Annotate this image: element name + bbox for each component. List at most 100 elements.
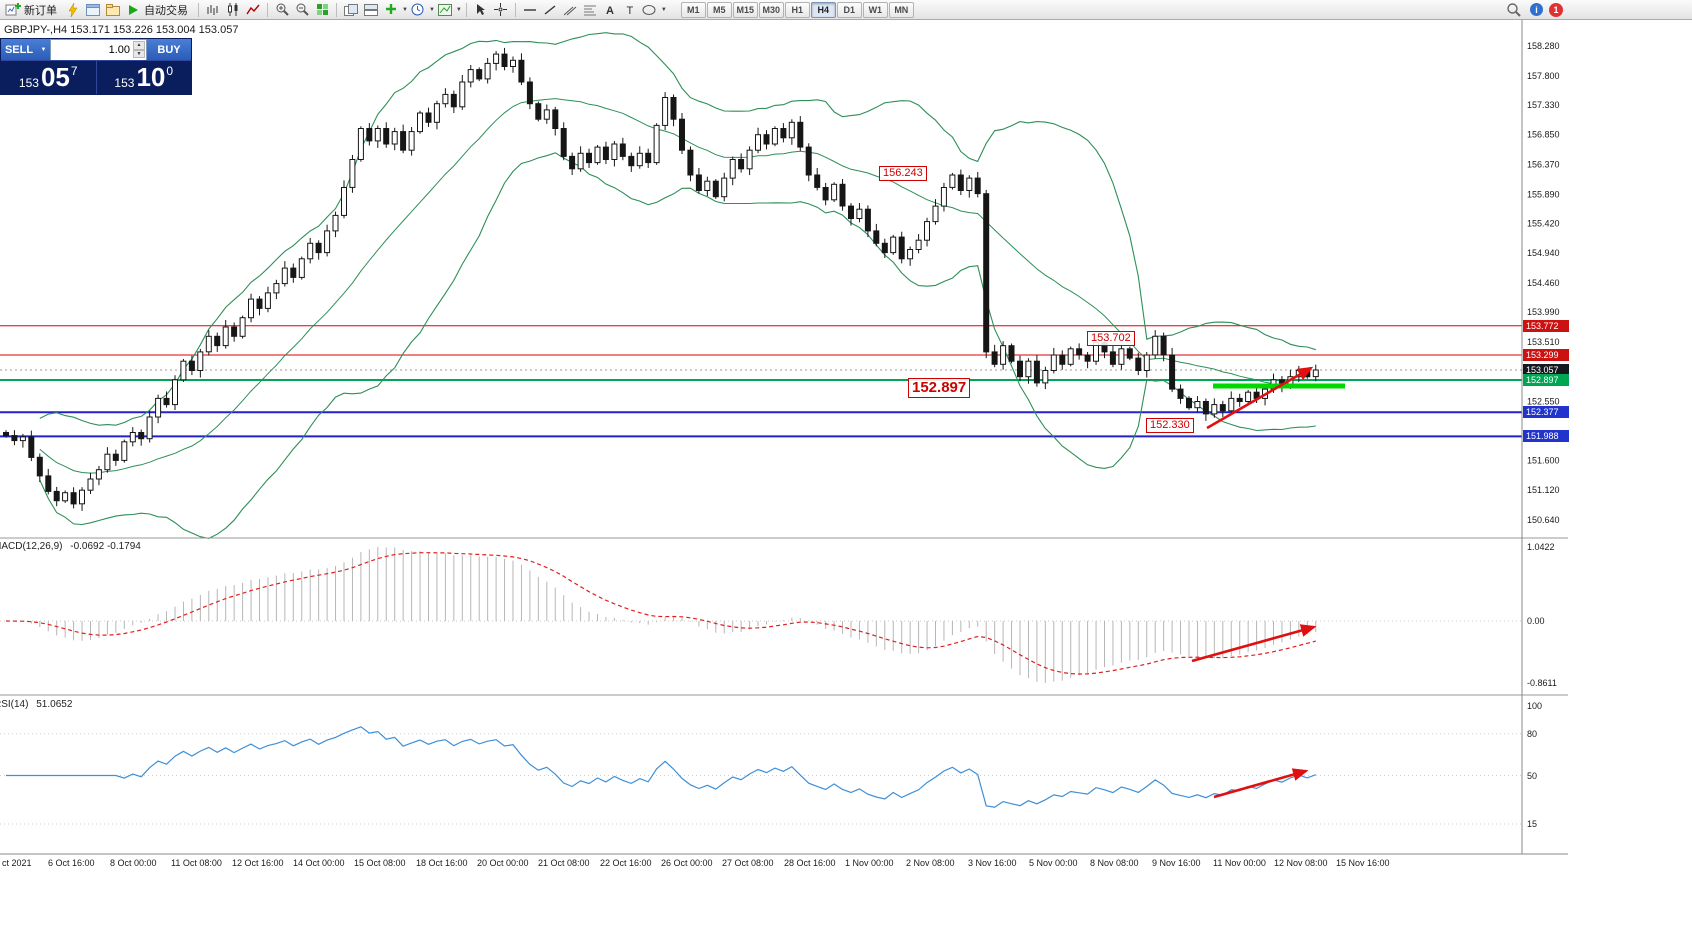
- svg-text:1.0422: 1.0422: [1527, 542, 1555, 552]
- period-caret[interactable]: ▼: [428, 6, 435, 13]
- volume-decrease-button[interactable]: ▼: [133, 49, 145, 58]
- new-order-icon[interactable]: [3, 1, 23, 18]
- svg-text:0.00: 0.00: [1527, 616, 1545, 626]
- autotrade-label[interactable]: 自动交易: [144, 4, 188, 17]
- price-marker-152.897: 152.897: [1523, 374, 1569, 386]
- shapes-tool-icon[interactable]: [640, 1, 660, 18]
- svg-text:157.330: 157.330: [1527, 100, 1560, 110]
- bar-chart-icon[interactable]: [203, 1, 223, 18]
- buy-price-pips: 10: [136, 62, 166, 92]
- chat-icon[interactable]: i: [1530, 3, 1543, 16]
- svg-text:100: 100: [1527, 701, 1542, 711]
- buy-button[interactable]: BUY: [147, 39, 191, 60]
- line-chart-icon[interactable]: [243, 1, 263, 18]
- template-caret[interactable]: ▼: [455, 6, 462, 13]
- macd-name: MACD(12,26,9): [0, 541, 63, 552]
- timeframe-H1[interactable]: H1: [784, 1, 810, 18]
- tile-windows-icon[interactable]: [312, 1, 332, 18]
- svg-text:5 Nov 00:00: 5 Nov 00:00: [1029, 858, 1078, 868]
- cascade-windows-icon[interactable]: [341, 1, 361, 18]
- label-tool-icon[interactable]: T: [620, 1, 640, 18]
- svg-text:151.120: 151.120: [1527, 485, 1560, 495]
- macd-signal-line: [5, 552, 1316, 675]
- template-icon[interactable]: [435, 1, 455, 18]
- macd-histogram: [13, 547, 1317, 683]
- sell-price-display[interactable]: 153 05 7: [1, 61, 96, 94]
- cursor-icon[interactable]: [471, 1, 491, 18]
- svg-text:158.280: 158.280: [1527, 41, 1560, 51]
- chart-window-icon[interactable]: [83, 1, 103, 18]
- notification-badge[interactable]: 1: [1549, 2, 1563, 17]
- buy-price-whole: 153: [114, 76, 135, 90]
- lightning-icon[interactable]: [63, 1, 83, 18]
- svg-text:15 Oct 08:00: 15 Oct 08:00: [354, 858, 406, 868]
- zoom-out-icon[interactable]: [292, 1, 312, 18]
- rsi-name: RSI(14): [0, 699, 29, 710]
- svg-text:8 Nov 08:00: 8 Nov 08:00: [1090, 858, 1139, 868]
- chart-ohlc-header: GBPJPY-,H4 153.171 153.226 153.004 153.0…: [4, 24, 239, 36]
- timeframe-MN[interactable]: MN: [888, 1, 914, 18]
- sell-price-point: 7: [70, 64, 78, 78]
- profiles-icon[interactable]: [103, 1, 123, 18]
- svg-text:15: 15: [1527, 819, 1537, 829]
- timeframe-M15[interactable]: M15: [732, 1, 758, 18]
- trend-arrows[interactable]: [1191, 366, 1317, 799]
- timeframe-M5[interactable]: M5: [706, 1, 732, 18]
- price-axis[interactable]: 158.280 157.800 157.330 156.850 156.370 155.8…: [1527, 41, 1560, 829]
- timeframe-D1[interactable]: D1: [836, 1, 862, 18]
- timeframe-H4[interactable]: H4: [810, 1, 836, 18]
- candlestick-chart-icon[interactable]: [223, 1, 243, 18]
- price-marker-152.377: 152.377: [1523, 406, 1569, 418]
- fibonacci-tool-icon[interactable]: [580, 1, 600, 18]
- volume-spinner: ▲ ▼: [133, 41, 145, 58]
- timeframe-M30[interactable]: M30: [758, 1, 784, 18]
- svg-text:8 Oct 00:00: 8 Oct 00:00: [110, 858, 157, 868]
- horizontal-line-tool-icon[interactable]: [520, 1, 540, 18]
- trendline-tool-icon[interactable]: [540, 1, 560, 18]
- chart-text-label-153.702[interactable]: 153.702: [1087, 331, 1135, 346]
- text-tool-icon[interactable]: A: [600, 1, 620, 18]
- timeframe-W1[interactable]: W1: [862, 1, 888, 18]
- svg-text:50: 50: [1527, 771, 1537, 781]
- svg-text:T: T: [626, 5, 633, 16]
- chart-text-label-152.897[interactable]: 152.897: [908, 378, 971, 398]
- tile-horizontal-icon[interactable]: [361, 1, 381, 18]
- price-marker-153.772: 153.772: [1523, 320, 1569, 332]
- svg-text:14 Oct 00:00: 14 Oct 00:00: [293, 858, 345, 868]
- svg-text:153.510: 153.510: [1527, 337, 1560, 347]
- bollinger-bands: [39, 32, 1316, 539]
- toolbar: 新订单 自动交易: [0, 0, 1692, 20]
- one-click-price-row: 153 05 7 153 10 0: [1, 60, 191, 94]
- new-order-label[interactable]: 新订单: [24, 4, 57, 17]
- add-indicator-icon[interactable]: [381, 1, 401, 18]
- zoom-in-icon[interactable]: [272, 1, 292, 18]
- period-clock-icon[interactable]: [408, 1, 428, 18]
- price-marker-153.057: 153.057: [1523, 364, 1569, 376]
- svg-text:12 Nov 08:00: 12 Nov 08:00: [1274, 858, 1328, 868]
- rsi-line: [6, 726, 1317, 808]
- volume-input[interactable]: [51, 40, 146, 60]
- crosshair-icon[interactable]: [491, 1, 511, 18]
- search-icon[interactable]: [1504, 1, 1524, 18]
- price-level-lines[interactable]: [0, 325, 1522, 438]
- chart-text-label-152.330[interactable]: 152.330: [1146, 418, 1194, 433]
- svg-text:20 Oct 00:00: 20 Oct 00:00: [477, 858, 529, 868]
- shapes-caret[interactable]: ▼: [660, 6, 667, 13]
- svg-text:18 Oct 16:00: 18 Oct 16:00: [416, 858, 468, 868]
- svg-text:27 Oct 08:00: 27 Oct 08:00: [722, 858, 774, 868]
- order-options-caret[interactable]: ▼: [37, 39, 50, 60]
- sell-button[interactable]: SELL: [1, 39, 37, 60]
- add-indicator-caret[interactable]: ▼: [402, 6, 408, 13]
- timeframe-M1[interactable]: M1: [680, 1, 706, 18]
- volume-increase-button[interactable]: ▲: [133, 41, 145, 50]
- chart-text-label-156.243[interactable]: 156.243: [879, 166, 927, 181]
- channel-tool-icon[interactable]: [560, 1, 580, 18]
- time-axis[interactable]: ct 2021 6 Oct 16:00 8 Oct 00:00 11 Oct 08:0…: [2, 858, 1390, 868]
- macd-values: -0.0692 -0.1794: [70, 541, 141, 552]
- buy-price-display[interactable]: 153 10 0: [97, 61, 192, 94]
- autotrade-play-icon[interactable]: [123, 1, 143, 18]
- sell-price-pips: 05: [40, 62, 70, 92]
- svg-text:21 Oct 08:00: 21 Oct 08:00: [538, 858, 590, 868]
- one-click-trading-panel: SELL ▼ ▲ ▼ BUY 153 05 7 153 10 0: [0, 38, 192, 95]
